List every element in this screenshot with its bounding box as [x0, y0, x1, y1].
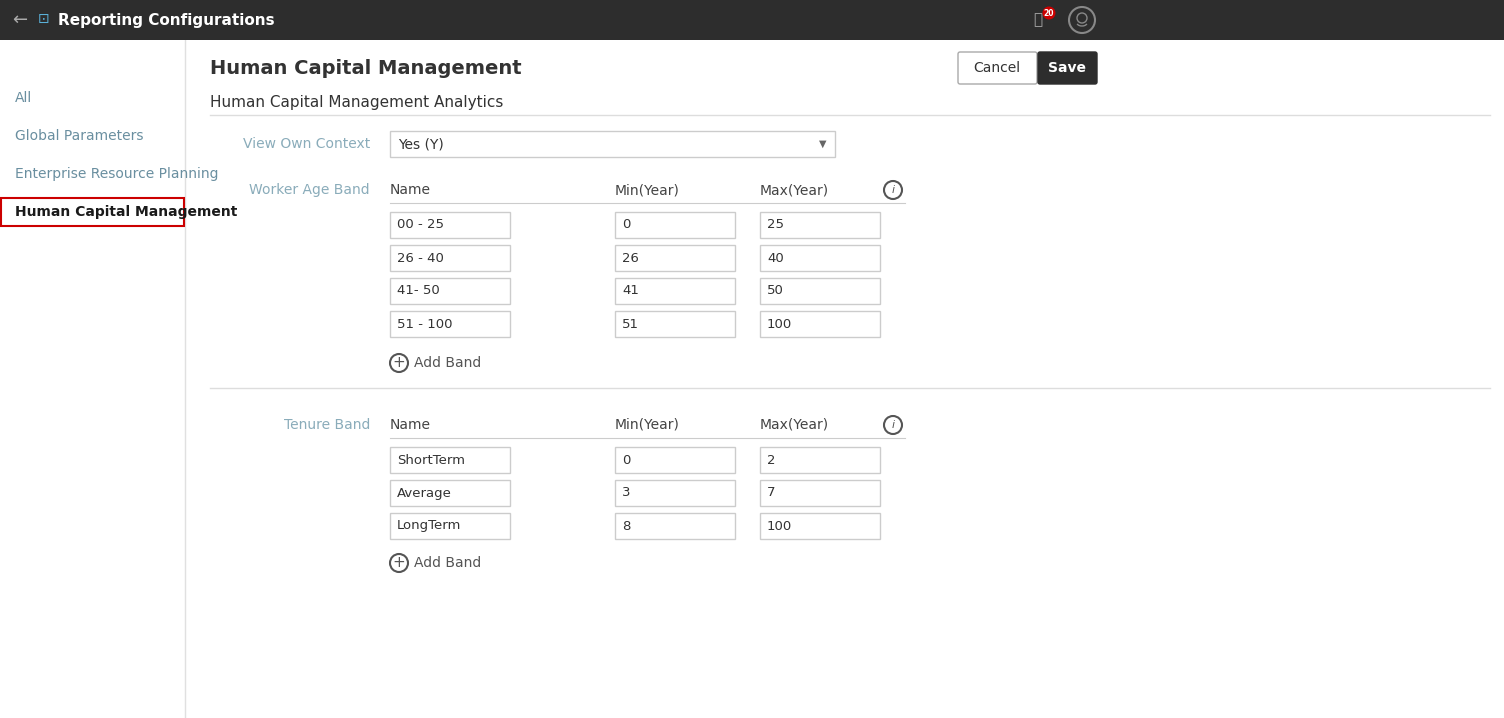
Text: Max(Year): Max(Year) — [760, 183, 829, 197]
Text: 100: 100 — [767, 520, 793, 533]
Circle shape — [1042, 6, 1056, 19]
Text: ShortTerm: ShortTerm — [397, 454, 465, 467]
Text: 0: 0 — [623, 454, 630, 467]
Text: Human Capital Management: Human Capital Management — [15, 205, 238, 219]
Text: 26: 26 — [623, 251, 639, 264]
Text: All: All — [15, 91, 32, 105]
Text: Tenure Band: Tenure Band — [284, 418, 370, 432]
Text: Average: Average — [397, 487, 451, 500]
Bar — [2, 198, 183, 226]
Text: Add Band: Add Band — [414, 556, 481, 570]
Bar — [615, 311, 735, 337]
Text: 25: 25 — [767, 218, 784, 231]
Text: Global Parameters: Global Parameters — [15, 129, 143, 143]
Text: Cancel: Cancel — [973, 61, 1021, 75]
Bar — [390, 447, 510, 473]
Text: 20: 20 — [1044, 9, 1054, 17]
Bar — [760, 513, 880, 539]
Text: Min(Year): Min(Year) — [615, 418, 680, 432]
Bar — [0, 40, 185, 718]
Text: 26 - 40: 26 - 40 — [397, 251, 444, 264]
Text: Save: Save — [1048, 61, 1086, 75]
Text: Max(Year): Max(Year) — [760, 418, 829, 432]
Text: Human Capital Management: Human Capital Management — [211, 58, 522, 78]
Bar — [615, 447, 735, 473]
Bar — [390, 278, 510, 304]
Bar — [0, 0, 1504, 40]
Text: Yes (Y): Yes (Y) — [399, 137, 444, 151]
Text: LongTerm: LongTerm — [397, 520, 462, 533]
Text: Worker Age Band: Worker Age Band — [250, 183, 370, 197]
Bar — [760, 480, 880, 506]
Text: ⊡: ⊡ — [38, 12, 50, 26]
Text: 41- 50: 41- 50 — [397, 284, 439, 297]
Text: 41: 41 — [623, 284, 639, 297]
Bar — [615, 245, 735, 271]
Text: 50: 50 — [767, 284, 784, 297]
Text: 3: 3 — [623, 487, 630, 500]
Bar — [760, 311, 880, 337]
Bar — [615, 480, 735, 506]
Text: Enterprise Resource Planning: Enterprise Resource Planning — [15, 167, 218, 181]
Bar — [760, 212, 880, 238]
Bar — [760, 278, 880, 304]
Bar — [615, 278, 735, 304]
Bar — [390, 212, 510, 238]
Text: 8: 8 — [623, 520, 630, 533]
Text: Name: Name — [390, 418, 432, 432]
Bar — [390, 311, 510, 337]
Text: Min(Year): Min(Year) — [615, 183, 680, 197]
Bar — [760, 447, 880, 473]
Text: 0: 0 — [623, 218, 630, 231]
FancyBboxPatch shape — [958, 52, 1036, 84]
Text: 🔔: 🔔 — [1033, 12, 1042, 27]
Bar — [390, 245, 510, 271]
Text: 51 - 100: 51 - 100 — [397, 317, 453, 330]
Bar — [615, 513, 735, 539]
Text: 00 - 25: 00 - 25 — [397, 218, 444, 231]
Text: 100: 100 — [767, 317, 793, 330]
Text: ←: ← — [12, 11, 27, 29]
Text: Human Capital Management Analytics: Human Capital Management Analytics — [211, 95, 504, 111]
Text: +: + — [393, 355, 406, 370]
Text: 40: 40 — [767, 251, 784, 264]
Text: Add Band: Add Band — [414, 356, 481, 370]
Text: ▼: ▼ — [820, 139, 827, 149]
Bar — [760, 245, 880, 271]
Text: 51: 51 — [623, 317, 639, 330]
FancyBboxPatch shape — [1038, 52, 1096, 84]
Text: i: i — [892, 420, 895, 430]
Text: i: i — [892, 185, 895, 195]
Text: View Own Context: View Own Context — [242, 137, 370, 151]
Text: Reporting Configurations: Reporting Configurations — [59, 12, 275, 27]
Bar — [615, 212, 735, 238]
Text: 2: 2 — [767, 454, 776, 467]
Text: +: + — [393, 555, 406, 570]
Bar — [390, 480, 510, 506]
Text: 7: 7 — [767, 487, 776, 500]
Bar — [390, 131, 835, 157]
Text: Name: Name — [390, 183, 432, 197]
Bar — [390, 513, 510, 539]
